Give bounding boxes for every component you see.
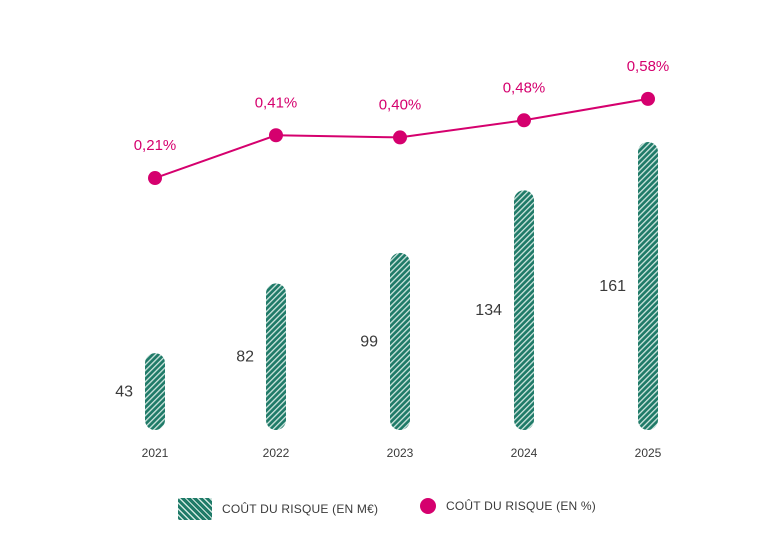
x-tick-label-2021: 2021	[142, 446, 169, 460]
line-point-2022	[269, 128, 283, 143]
line-point-2021	[148, 171, 162, 186]
line-point-2023	[393, 130, 407, 145]
line-value-label-2023: 0,40%	[379, 96, 422, 113]
chart-legend: COÛT DU RISQUE (EN M€) COÛT DU RISQUE (E…	[0, 496, 778, 522]
bar-value-label-2022: 82	[236, 349, 254, 366]
legend-item-bar: COÛT DU RISQUE (EN M€)	[178, 498, 378, 520]
bar-value-label-2023: 99	[360, 333, 378, 350]
chart-plot: 43 2021 82 2022 99 2023 134 2024 161 2025 0,21% 0,4…	[115, 58, 670, 460]
line-point-2024	[517, 113, 531, 128]
bar-2023	[390, 252, 410, 430]
line-value-label-2024: 0,48%	[503, 79, 546, 96]
legend-label-line: COÛT DU RISQUE (EN %)	[446, 499, 596, 513]
bar-value-label-2024: 134	[475, 302, 502, 319]
bar-value-label-2025: 161	[599, 278, 626, 295]
line-value-label-2022: 0,41%	[255, 94, 298, 111]
x-tick-label-2024: 2024	[511, 446, 538, 460]
bar-2022	[266, 283, 286, 430]
bar-value-label-2021: 43	[115, 384, 133, 401]
bar-2025	[638, 142, 658, 430]
line-value-label-2025: 0,58%	[627, 58, 670, 75]
bar-2021	[145, 353, 165, 430]
line-value-label-2021: 0,21%	[134, 137, 177, 154]
legend-label-bar: COÛT DU RISQUE (EN M€)	[222, 502, 379, 516]
line-point-2025	[641, 91, 655, 106]
legend-swatch-line	[420, 498, 436, 514]
bar-2024	[514, 190, 534, 430]
x-tick-label-2023: 2023	[387, 446, 414, 460]
legend-swatch-bar	[178, 498, 212, 520]
x-tick-label-2022: 2022	[263, 446, 290, 460]
legend-item-line: COÛT DU RISQUE (EN %)	[420, 498, 596, 514]
x-tick-label-2025: 2025	[635, 446, 662, 460]
